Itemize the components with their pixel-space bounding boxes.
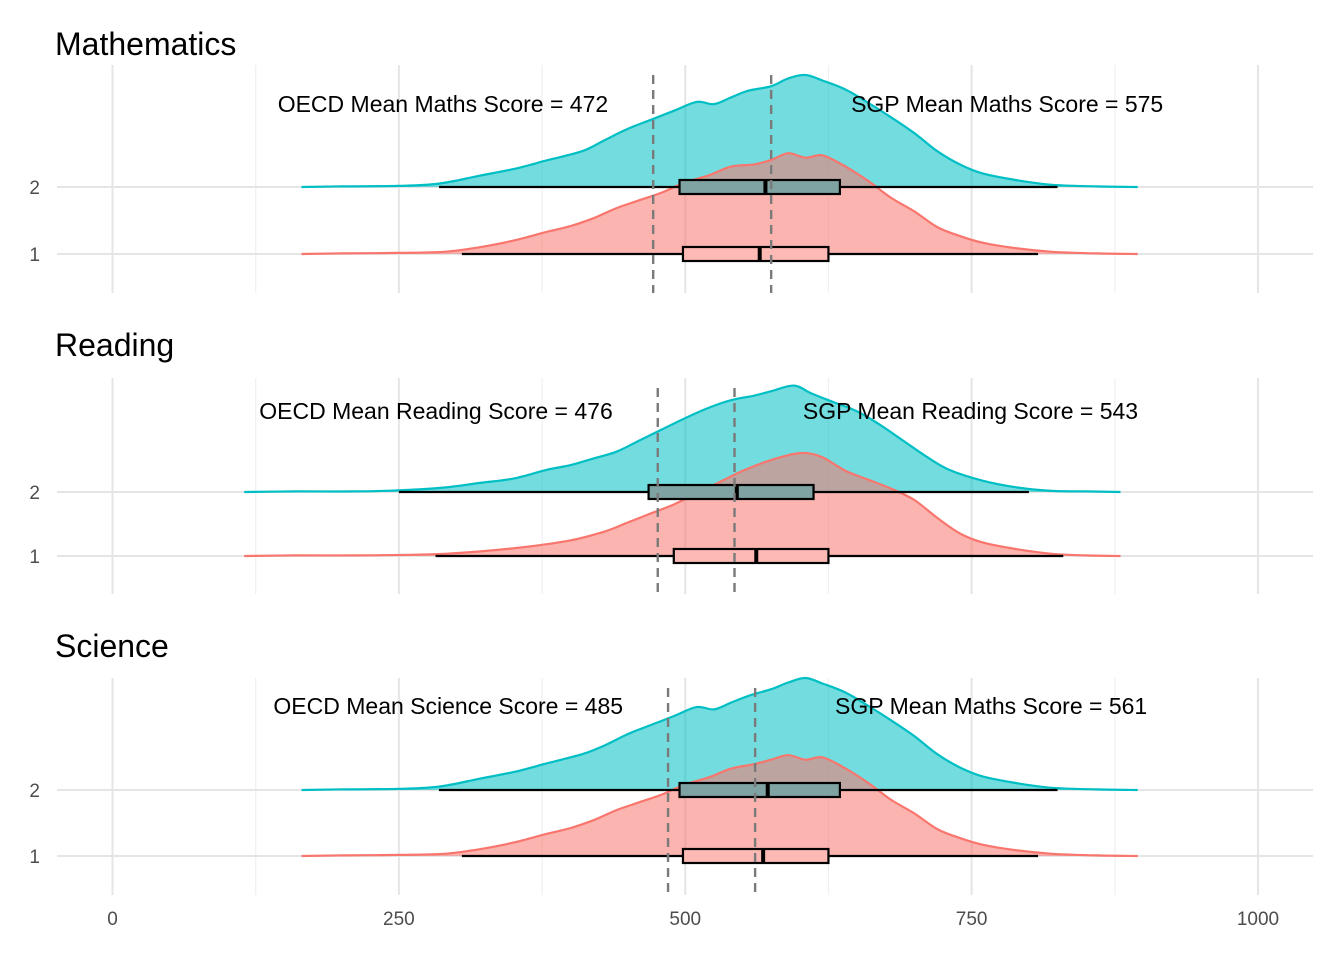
y-tick-label: 2 — [29, 781, 40, 802]
oecd-mean-label: OECD Mean Maths Score = 472 — [278, 91, 608, 117]
facet-mathematics: Mathematics 2 1 OECD Mean Maths Score = 472… — [29, 26, 1313, 293]
density-area-group-1 — [301, 755, 1138, 856]
density-outline-group-2 — [301, 676, 1138, 792]
density-outline-group-2 — [244, 384, 1121, 494]
box-group-2 — [678, 781, 841, 799]
facet-reading: Reading 2 1 OECD Mean Reading Score = 476 SG… — [29, 327, 1313, 594]
facet-title: Reading — [55, 327, 174, 363]
density-outline-group-1 — [301, 152, 1138, 256]
box-group-1 — [681, 245, 830, 263]
box-group-1 — [672, 547, 830, 565]
facet-title: Mathematics — [55, 26, 236, 62]
oecd-mean-label: OECD Mean Reading Score = 476 — [259, 398, 613, 424]
oecd-mean-label: OECD Mean Science Score = 485 — [273, 693, 623, 719]
sgp-mean-label: SGP Mean Maths Score = 575 — [851, 91, 1163, 117]
x-tick-label: 250 — [383, 909, 415, 930]
sgp-mean-label: SGP Mean Maths Score = 561 — [835, 693, 1147, 719]
sgp-mean-label: SGP Mean Reading Score = 543 — [803, 398, 1138, 424]
density-area-group-2 — [244, 385, 1121, 492]
density-area-group-2 — [301, 74, 1138, 187]
x-tick-label: 0 — [107, 909, 118, 930]
x-tick-label: 750 — [956, 909, 988, 930]
y-tick-label: 2 — [29, 483, 40, 504]
density-outline-group-2 — [301, 73, 1138, 189]
box-group-2 — [647, 483, 815, 501]
box-group-2 — [678, 178, 841, 196]
density-area-group-2 — [301, 677, 1138, 790]
density-area-group-1 — [244, 452, 1121, 556]
y-tick-label: 1 — [29, 847, 40, 868]
density-area-group-1 — [301, 153, 1138, 254]
y-tick-label: 1 — [29, 245, 40, 266]
y-tick-label: 1 — [29, 547, 40, 568]
facet-title: Science — [55, 628, 169, 664]
density-outline-group-1 — [244, 451, 1121, 558]
facet-science: Science 2 1 OECD Mean Science Score = 485 SG… — [29, 628, 1313, 895]
x-tick-label: 500 — [669, 909, 701, 930]
x-tick-label: 1000 — [1237, 909, 1279, 930]
y-tick-label: 2 — [29, 178, 40, 199]
